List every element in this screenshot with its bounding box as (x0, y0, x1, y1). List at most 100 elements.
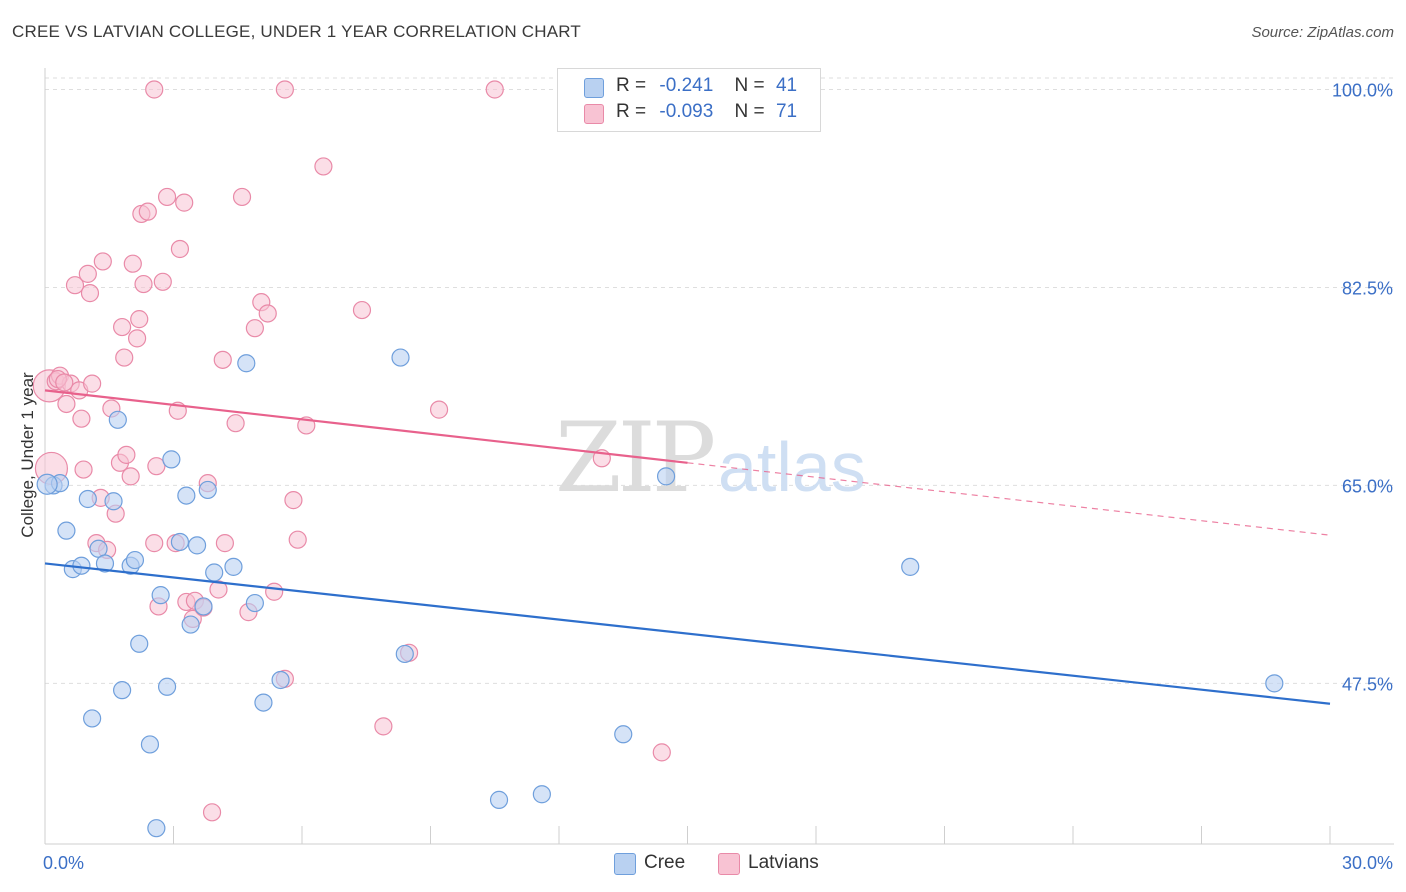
latvians-point (130, 310, 149, 329)
cree-point (157, 677, 177, 696)
latvians-trend-line (44, 389, 688, 464)
latvians-point (145, 534, 164, 553)
latvians-point (57, 394, 76, 414)
latvians-point (127, 329, 147, 348)
latvians-point (153, 272, 172, 291)
latvians-swatch (584, 104, 604, 124)
latvians-point (78, 264, 97, 283)
cree-point (95, 554, 115, 573)
cree-point (181, 615, 200, 634)
latvians-point (134, 274, 153, 294)
cree-point (614, 725, 633, 744)
latvians-n-value: 71 (775, 101, 798, 122)
latvians-point (157, 187, 177, 207)
cree-point (57, 521, 76, 540)
latvians-point (145, 80, 164, 99)
latvians-point (80, 284, 100, 303)
cree-point (125, 550, 145, 570)
latvians-point (265, 582, 284, 601)
cree-point (147, 819, 166, 838)
latvians-point (258, 304, 277, 323)
latvians-point (352, 300, 372, 320)
cree-point (391, 348, 410, 367)
latvians-point (485, 80, 504, 99)
cree-point (108, 410, 127, 429)
latvians-point (74, 460, 93, 479)
latvians-point (374, 717, 393, 736)
cree-point (901, 557, 920, 576)
y-tick-label: 82.5% (1342, 278, 1393, 298)
cree-r-value: -0.241 (659, 75, 714, 96)
latvians-point (652, 743, 671, 762)
cree-point (1265, 674, 1284, 693)
latvians-point (215, 534, 234, 553)
cree-point (130, 634, 149, 653)
latvians-points (32, 80, 671, 822)
trend-lines (44, 389, 1331, 705)
cree-point (224, 557, 243, 576)
latvians-point (202, 803, 222, 822)
latvians-point (232, 187, 252, 207)
latvians-point (314, 157, 333, 176)
cree-point (194, 597, 213, 616)
latvians-point (83, 374, 102, 393)
latvians-r-label: R = (616, 101, 647, 122)
latvians-point (55, 373, 74, 392)
bottom-latvians-label: Latvians (748, 852, 819, 873)
cree-point (36, 473, 58, 495)
watermark: ZIP atlas (555, 402, 866, 514)
cree-trend-line (44, 562, 1331, 705)
latvians-point (284, 491, 303, 510)
cree-point (489, 790, 509, 809)
latvians-point (175, 193, 194, 212)
cree-point (151, 586, 170, 605)
bottom-cree-swatch (614, 853, 636, 875)
latvians-point (117, 445, 136, 464)
grid-lines (45, 77, 1394, 684)
cree-n-label: N = (734, 75, 765, 96)
cree-point (271, 670, 290, 690)
latvians-point (65, 276, 85, 295)
cree-point (78, 489, 97, 509)
latvians-point (138, 202, 157, 221)
cree-point (237, 354, 256, 373)
latvians-point (93, 252, 112, 271)
cree-point (254, 693, 273, 712)
cree-point (177, 486, 196, 505)
watermark-zip: ZIP (555, 402, 714, 514)
source-label: Source: ZipAtlas.com (1251, 24, 1394, 41)
cree-point (112, 681, 132, 700)
latvians-trend-extension (687, 462, 1331, 536)
cree-point (656, 467, 676, 486)
bottom-latvians-swatch (718, 853, 740, 875)
latvians-point (226, 414, 245, 433)
cree-point (170, 532, 190, 552)
latvians-point (288, 530, 307, 549)
latvians-point (275, 80, 294, 99)
cree-point (83, 709, 102, 728)
latvians-n-label: N = (734, 101, 765, 122)
y-tick-label: 47.5% (1342, 674, 1393, 694)
watermark-atlas: atlas (718, 428, 866, 506)
latvians-point (429, 400, 449, 419)
latvians-point (213, 350, 232, 369)
cree-point (245, 593, 264, 613)
latvians-point (72, 409, 91, 428)
tick-labels: 47.5% 65.0% 82.5% 100.0% 0.0% 30.0% (43, 80, 1393, 873)
latvians-point (245, 319, 264, 338)
chart-title: CREE VS LATVIAN COLLEGE, UNDER 1 YEAR CO… (12, 22, 581, 41)
stats-legend: R = -0.241 N = 41 R = -0.093 N = 71 (557, 68, 821, 132)
cree-point (187, 536, 207, 555)
cree-n-value: 41 (775, 75, 798, 96)
cree-r-label: R = (616, 75, 647, 96)
latvians-point (123, 254, 142, 273)
cree-point (198, 480, 217, 500)
latvians-point (209, 580, 228, 599)
cree-point (395, 644, 414, 664)
cree-swatch (584, 78, 604, 98)
x-tick-label-max: 30.0% (1342, 853, 1393, 873)
cree-point (104, 492, 123, 511)
x-tick-label-min: 0.0% (43, 853, 84, 873)
latvians-point (147, 457, 166, 476)
